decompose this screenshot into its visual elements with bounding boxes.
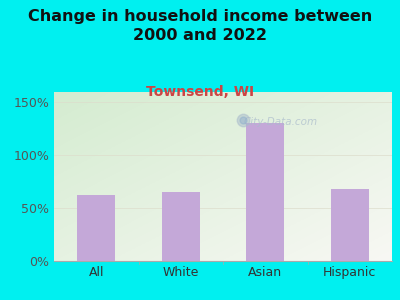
- Bar: [331, 189, 369, 261]
- Bar: [162, 192, 200, 261]
- Text: Change in household income between
2000 and 2022: Change in household income between 2000 …: [28, 9, 372, 43]
- Text: Townsend, WI: Townsend, WI: [146, 85, 254, 100]
- Bar: [246, 123, 284, 261]
- Text: City-Data.com: City-Data.com: [243, 117, 318, 127]
- Bar: [77, 195, 115, 261]
